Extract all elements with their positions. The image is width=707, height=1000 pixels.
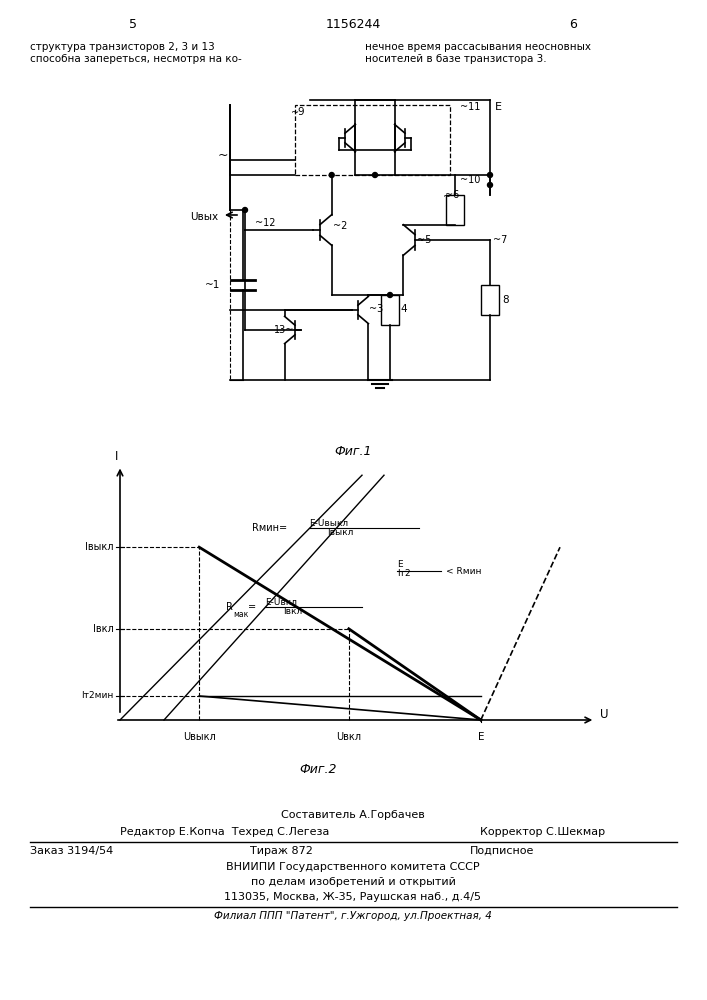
Text: Uвкл: Uвкл [337, 732, 361, 742]
Text: ВНИИПИ Государственного комитета СССР: ВНИИПИ Государственного комитета СССР [226, 862, 480, 872]
Text: ~10: ~10 [460, 175, 480, 185]
Bar [481, 285, 499, 315]
Text: ~1: ~1 [204, 280, 220, 290]
Text: Подписное: Подписное [470, 846, 534, 856]
Text: Заказ 3194/54: Заказ 3194/54 [30, 846, 113, 856]
Text: Iвыкл: Iвыкл [327, 528, 354, 537]
Text: ~7: ~7 [493, 235, 508, 245]
Text: Тираж 872: Тираж 872 [250, 846, 313, 856]
Text: < Rмин: < Rмин [445, 567, 481, 576]
Circle shape [488, 172, 493, 178]
Text: 6: 6 [569, 18, 577, 31]
Text: Iт2мин: Iт2мин [81, 692, 114, 700]
Text: ~11: ~11 [460, 102, 480, 112]
Text: Редактор Е.Копча  Техред С.Легеза: Редактор Е.Копча Техред С.Легеза [120, 827, 329, 837]
Text: 113035, Москва, Ж-35, Раушская наб., д.4/5: 113035, Москва, Ж-35, Раушская наб., д.4… [225, 892, 481, 902]
Text: Iт2: Iт2 [397, 569, 411, 578]
Circle shape [329, 172, 334, 178]
Text: Uвыкл: Uвыкл [183, 732, 216, 742]
Circle shape [373, 172, 378, 178]
Circle shape [243, 208, 247, 213]
Text: ~6: ~6 [445, 190, 460, 200]
Text: E: E [477, 732, 484, 742]
Text: 1156244: 1156244 [325, 18, 380, 31]
Text: R: R [226, 602, 233, 612]
Text: Iвыкл: Iвыкл [85, 542, 114, 552]
Text: 4: 4 [400, 304, 407, 314]
Text: по делам изобретений и открытий: по делам изобретений и открытий [250, 877, 455, 887]
Text: ~12: ~12 [255, 218, 276, 228]
Circle shape [488, 182, 493, 188]
Text: Составитель А.Горбачев: Составитель А.Горбачев [281, 810, 425, 820]
Text: 8: 8 [502, 295, 508, 305]
Text: E: E [495, 102, 502, 112]
Text: Iвкл: Iвкл [93, 624, 114, 634]
Text: ~: ~ [443, 192, 451, 202]
Text: структура транзисторов 2, 3 и 13
способна запереться, несмотря на ко-: структура транзисторов 2, 3 и 13 способн… [30, 42, 242, 64]
Text: нечное время рассасывания неосновных
носителей в базе транзистора 3.: нечное время рассасывания неосновных нос… [365, 42, 591, 64]
Text: ~: ~ [218, 148, 228, 161]
Text: I: I [115, 450, 119, 463]
Text: Фиг.1: Фиг.1 [334, 445, 372, 458]
Bar [295, 105, 450, 175]
Text: Iвкл: Iвкл [283, 607, 302, 616]
Text: Корректор С.Шекмар: Корректор С.Шекмар [480, 827, 605, 837]
Text: ~3: ~3 [369, 304, 383, 314]
Circle shape [387, 292, 392, 298]
Text: E: E [397, 560, 403, 569]
Text: ~2: ~2 [332, 221, 347, 231]
Bar [446, 195, 464, 225]
Text: E-Uвкл: E-Uвкл [265, 598, 297, 607]
Text: Rмин=: Rмин= [252, 523, 287, 533]
Text: 5: 5 [129, 18, 137, 31]
Bar [381, 295, 399, 325]
Text: Фиг.2: Фиг.2 [299, 763, 337, 776]
Text: 9: 9 [297, 107, 303, 117]
Text: Uвых: Uвых [190, 212, 218, 222]
Text: мак: мак [233, 610, 249, 619]
Text: Филиал ППП "Патент", г.Ужгород, ул.Проектная, 4: Филиал ППП "Патент", г.Ужгород, ул.Проек… [214, 911, 492, 921]
Text: E-Uвыкл: E-Uвыкл [309, 519, 349, 528]
Text: U: U [600, 708, 608, 722]
Text: ~5: ~5 [417, 235, 431, 245]
Text: ~: ~ [291, 108, 299, 118]
Text: =: = [247, 602, 256, 612]
Text: 13~: 13~ [274, 325, 295, 335]
